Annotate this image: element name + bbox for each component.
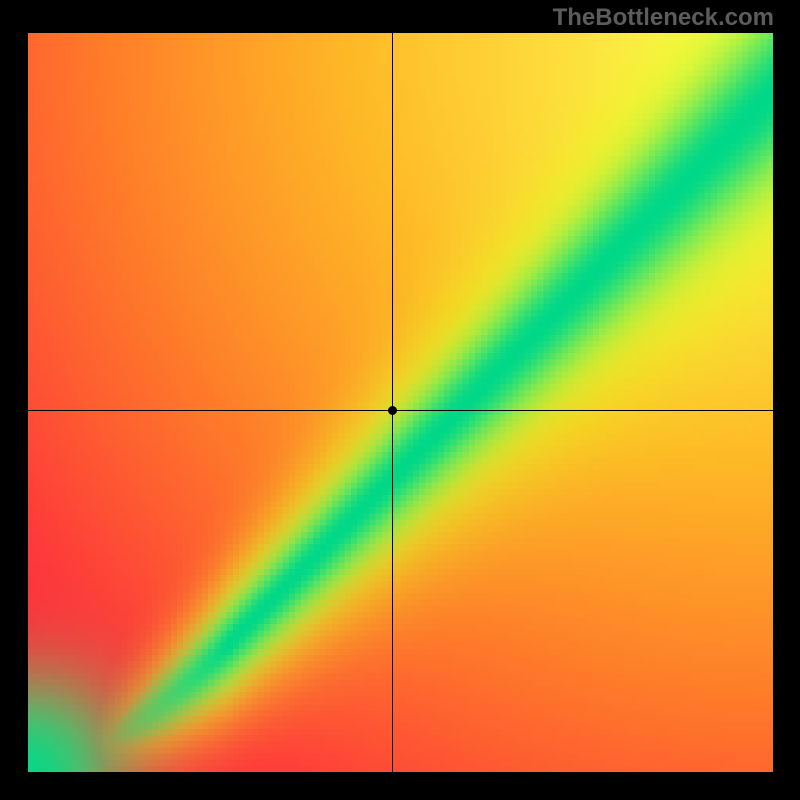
- crosshair-vertical: [392, 33, 393, 772]
- watermark-label: TheBottleneck.com: [553, 4, 774, 32]
- crosshair-horizontal: [28, 410, 773, 411]
- bottleneck-heatmap: [28, 33, 773, 772]
- crosshair-dot: [388, 406, 397, 415]
